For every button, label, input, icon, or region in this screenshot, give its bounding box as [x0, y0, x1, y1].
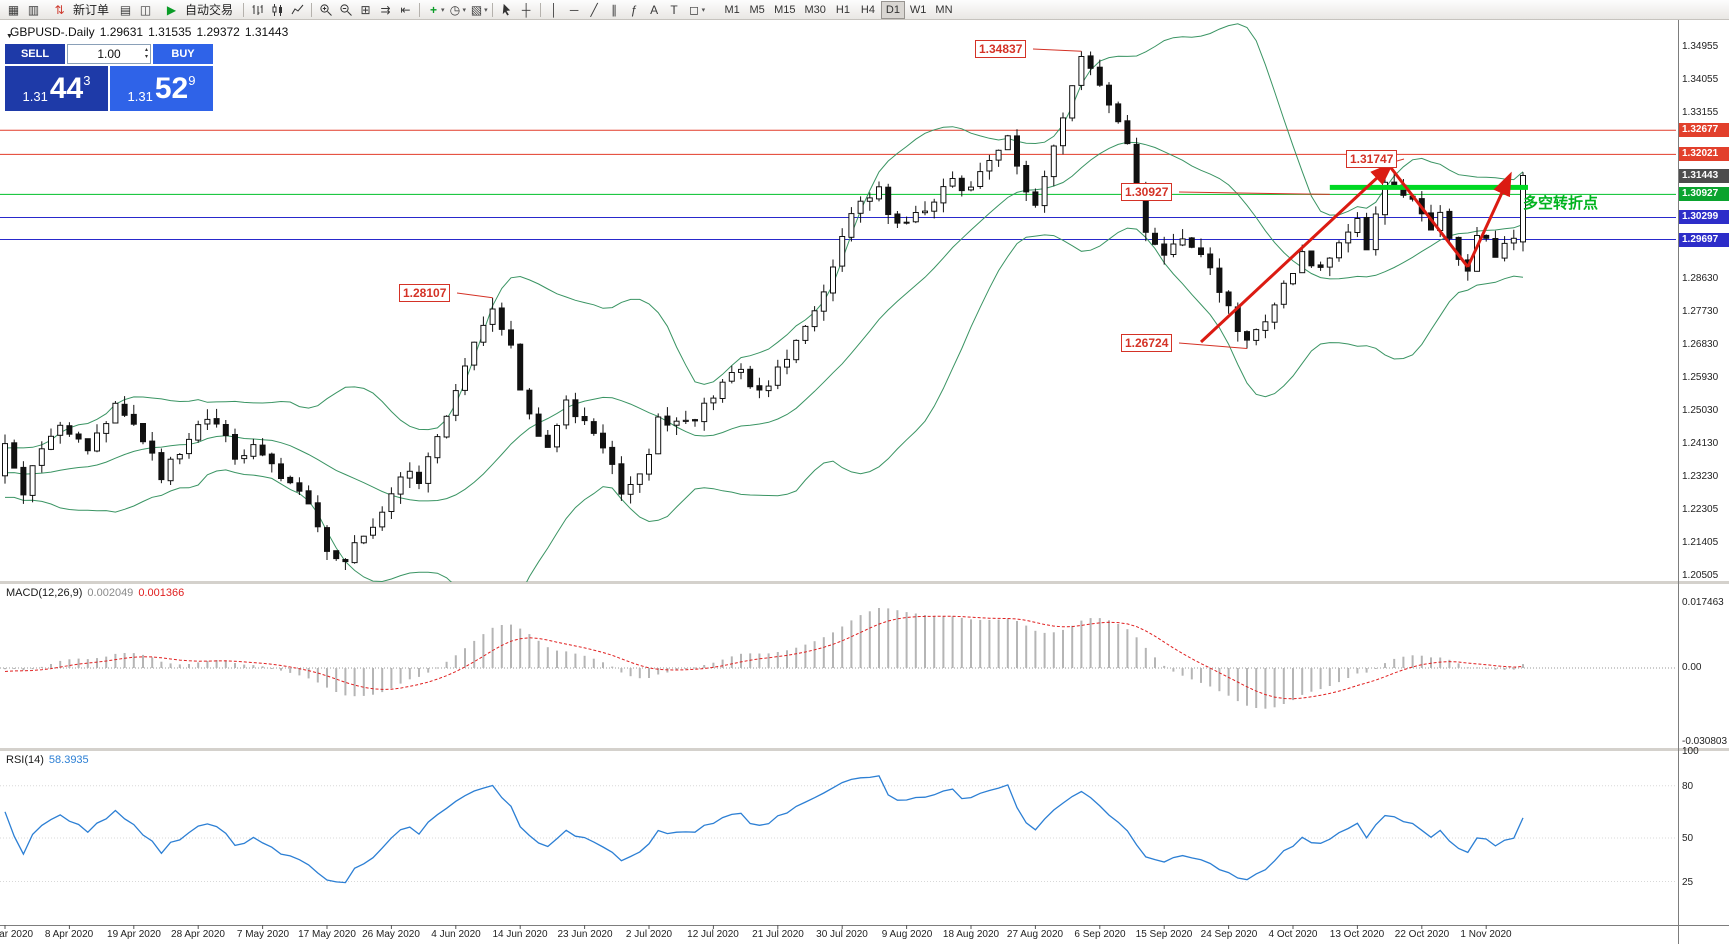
symbol-period-label: GBPUSD-.Daily	[10, 25, 95, 39]
turning-point-zone[interactable]	[1329, 184, 1528, 190]
macd-signal-line	[4, 615, 1524, 700]
time-axis-border	[0, 925, 1729, 926]
cursor-icon[interactable]	[497, 1, 516, 18]
low-value: 1.29372	[196, 25, 240, 39]
buy-price-sup: 9	[188, 73, 196, 88]
timeframe-m1-button[interactable]: M1	[724, 3, 740, 16]
timeframe-m30-button[interactable]: M30	[804, 3, 826, 16]
callout-leader-line	[1032, 48, 1082, 52]
spin-down-icon[interactable]: ▾	[144, 54, 148, 60]
callout-leader-line	[1178, 191, 1330, 195]
new-order-label: 新订单	[73, 3, 110, 17]
close-value: 1.31443	[244, 25, 289, 39]
shapes-icon[interactable]: ◻	[689, 2, 700, 17]
callout-leader-line	[1178, 342, 1248, 349]
toolbar-separator	[539, 2, 541, 17]
sell-price-big: 44	[49, 71, 84, 105]
toolbar-separator	[243, 2, 245, 17]
tile-windows-icon[interactable]: ⊞	[360, 2, 371, 17]
macd-panel[interactable]	[0, 608, 1676, 709]
horizontal-line-icon[interactable]: ─	[569, 2, 579, 17]
timeframe-toolbar: M1 M5 M15 M30 H1 H4 D1 W1 MN	[720, 0, 956, 19]
templates-dropdown-icon[interactable]: ▾	[484, 6, 488, 14]
one-click-trading-panel: SELL 1.00 ▴ ▾ BUY 1.31 44 3 1.31 52 9	[5, 44, 213, 111]
panel-separator[interactable]	[0, 748, 1729, 751]
main-chart-panel[interactable]	[0, 23, 1676, 623]
timeframe-h1-button[interactable]: H1	[835, 3, 850, 16]
rsi-line	[4, 775, 1524, 884]
rsi-panel[interactable]	[0, 775, 1676, 884]
open-value: 1.29631	[99, 25, 144, 39]
toolbar-separator	[491, 2, 493, 17]
new-chart-icon[interactable]: ▦	[7, 2, 20, 17]
bar-chart-icon[interactable]	[248, 1, 267, 18]
timeframe-m15-button[interactable]: M15	[774, 3, 796, 16]
high-value: 1.31535	[148, 25, 192, 39]
buy-price-button[interactable]: 1.31 52 9	[110, 66, 213, 111]
sell-price-prefix: 1.31	[22, 89, 48, 104]
candlestick-chart-icon[interactable]	[268, 1, 287, 18]
auto-scroll-icon[interactable]: ⇉	[380, 2, 391, 17]
autotrading-button[interactable]: ▶ 自动交易	[156, 1, 239, 19]
callout-leader-line	[456, 292, 493, 299]
sell-price-button[interactable]: 1.31 44 3	[5, 66, 108, 111]
periods-icon[interactable]: ◷	[449, 2, 461, 17]
bollinger-band-u	[4, 23, 1524, 449]
text-label-icon[interactable]: T	[670, 2, 678, 17]
timeframe-m5-button[interactable]: M5	[749, 3, 765, 16]
sell-button[interactable]: SELL	[5, 44, 65, 64]
buy-price-big: 52	[154, 71, 189, 105]
trade-panel-toggle-icon[interactable]: ▼	[6, 33, 13, 40]
zoom-in-icon[interactable]	[316, 1, 335, 18]
main-toolbar: ▦ ▥ ⇅ 新订单 ▤ ◫ ▶ 自动交易 ⊞ ⇉ ⇤ +	[0, 0, 1729, 20]
buy-price-prefix: 1.31	[127, 89, 153, 104]
timeframe-w1-button[interactable]: W1	[909, 3, 927, 16]
timeframe-d1-button[interactable]: D1	[880, 0, 905, 19]
volume-value: 1.00	[97, 47, 121, 61]
macd-label: MACD(12,26,9) 0.002049 0.001366	[6, 587, 185, 599]
new-order-button[interactable]: ⇅ 新订单	[44, 1, 115, 19]
templates-icon[interactable]: ▧	[470, 2, 483, 17]
periods-dropdown-icon[interactable]: ▾	[462, 6, 467, 14]
fibonacci-icon[interactable]: ƒ	[630, 2, 638, 17]
buy-button[interactable]: BUY	[153, 44, 213, 64]
volume-input[interactable]: 1.00 ▴ ▾	[67, 44, 151, 64]
new-order-icon: ⇅	[54, 2, 65, 17]
price-scale-border	[1678, 20, 1679, 944]
autotrading-label: 自动交易	[185, 3, 234, 17]
market-watch-icon[interactable]: ▤	[119, 2, 132, 17]
trend-arrows[interactable]	[1199, 162, 1512, 344]
bollinger-band-m	[4, 141, 1524, 502]
volume-stepper[interactable]: ▴ ▾	[145, 47, 148, 61]
toolbar-separator	[419, 2, 421, 17]
sell-price-sup: 3	[83, 73, 91, 88]
zoom-out-icon[interactable]	[336, 1, 355, 18]
callout-leader-line	[1384, 158, 1405, 165]
trendline-icon[interactable]: ╱	[590, 2, 598, 17]
spin-up-icon[interactable]: ▴	[144, 47, 148, 53]
vertical-line-icon[interactable]: │	[550, 2, 558, 17]
indicators-icon[interactable]: +	[430, 2, 438, 17]
chart-shift-icon[interactable]: ⇤	[400, 2, 411, 17]
indicators-dropdown-icon[interactable]: ▾	[441, 6, 445, 14]
chart-profile-icon[interactable]: ▥	[27, 2, 40, 17]
toolbar-separator	[311, 2, 313, 17]
channel-icon[interactable]: ∥	[611, 2, 618, 17]
data-window-icon[interactable]: ◫	[139, 2, 152, 17]
candlestick-series	[2, 51, 1526, 570]
panel-separator[interactable]	[0, 581, 1729, 584]
crosshair-icon[interactable]: ┼	[521, 2, 531, 17]
shapes-dropdown-icon[interactable]: ▾	[701, 6, 706, 14]
timeframe-mn-button[interactable]: MN	[935, 3, 953, 16]
line-chart-icon[interactable]	[288, 1, 307, 18]
text-tool-icon[interactable]: A	[650, 2, 659, 17]
rsi-label: RSI(14) 58.3935	[6, 754, 89, 766]
timeframe-h4-button[interactable]: H4	[860, 3, 875, 16]
autotrading-play-icon: ▶	[166, 2, 177, 17]
turning-point-annotation[interactable]: 多空转折点	[1523, 195, 1599, 212]
bollinger-band-l	[5, 227, 1524, 582]
chart-window-title: GBPUSD-.Daily 1.29631 1.31535 1.29372 1.3144…	[10, 25, 293, 39]
